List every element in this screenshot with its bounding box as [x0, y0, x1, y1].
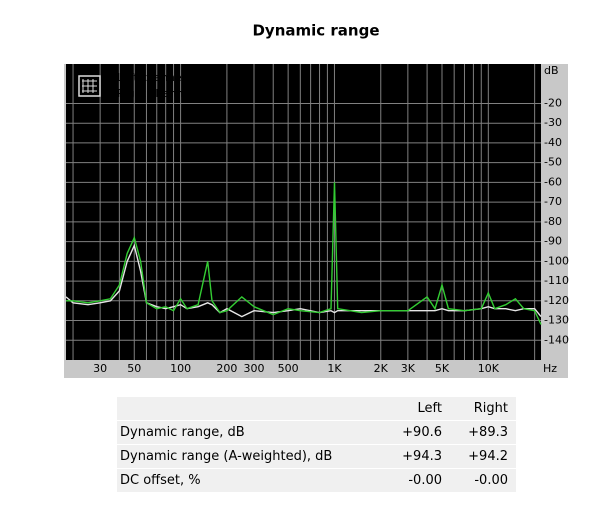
y-tick-label: -90 [544, 235, 562, 248]
x-tick-label: 2K [374, 362, 389, 375]
legend-label: Left channel [117, 71, 185, 84]
header-cell: Right [473, 401, 508, 416]
table-cell: Dynamic range, dB [120, 425, 245, 440]
y-tick-label: -50 [544, 156, 562, 169]
table-cell: Dynamic range (A-weighted), dB [120, 449, 333, 464]
legend-icon [78, 75, 101, 97]
table-cell: +94.2 [468, 449, 508, 464]
y-tick-label: -80 [544, 215, 562, 228]
x-unit: Hz [543, 362, 557, 375]
y-tick-label: -20 [544, 96, 562, 109]
x-tick-label: 10K [478, 362, 500, 375]
x-tick-label: 300 [243, 362, 264, 375]
y-tick-label: -110 [544, 274, 569, 287]
results-table: Left Right Dynamic range, dB +90.6 +89.3 Dyna… [117, 396, 516, 492]
y-unit: dB [544, 64, 559, 77]
x-tick-label: 500 [278, 362, 299, 375]
table-cell: +90.6 [402, 425, 442, 440]
y-tick-label: -30 [544, 116, 562, 129]
chart-title: Dynamic range [252, 22, 379, 40]
legend-label: Right channel [117, 87, 193, 100]
table-header: Left Right [117, 396, 516, 420]
y-tick-label: -60 [544, 175, 562, 188]
y-tick-label: -130 [544, 314, 569, 327]
table-row: DC offset, % -0.00 -0.00 [117, 468, 516, 492]
series-line [66, 182, 542, 325]
x-tick-label: 100 [170, 362, 191, 375]
y-tick-label: -100 [544, 254, 569, 267]
x-tick-label: 3K [401, 362, 416, 375]
header-cell: Left [417, 401, 442, 416]
table-cell: -0.00 [408, 473, 442, 488]
table-row: Dynamic range, dB +90.6 +89.3 [117, 420, 516, 444]
table-cell: +94.3 [402, 449, 442, 464]
x-tick-label: 1K [327, 362, 342, 375]
y-tick-label: -40 [544, 136, 562, 149]
x-tick-label: 5K [435, 362, 450, 375]
plot-area [66, 64, 541, 360]
x-tick-label: 200 [216, 362, 237, 375]
x-tick-label: 30 [93, 362, 107, 375]
table-cell: +89.3 [468, 425, 508, 440]
table-row: Dynamic range (A-weighted), dB +94.3 +94.2 [117, 444, 516, 468]
table-cell: DC offset, % [120, 473, 201, 488]
table-cell: -0.00 [474, 473, 508, 488]
y-tick-label: -70 [544, 195, 562, 208]
chart: Dynamic range dB Hz -20 -30 -40 -50 -60 -70 -8… [64, 22, 569, 378]
x-tick-label: 50 [127, 362, 141, 375]
y-tick-label: -120 [544, 294, 569, 307]
y-tick-label: -140 [544, 333, 569, 346]
